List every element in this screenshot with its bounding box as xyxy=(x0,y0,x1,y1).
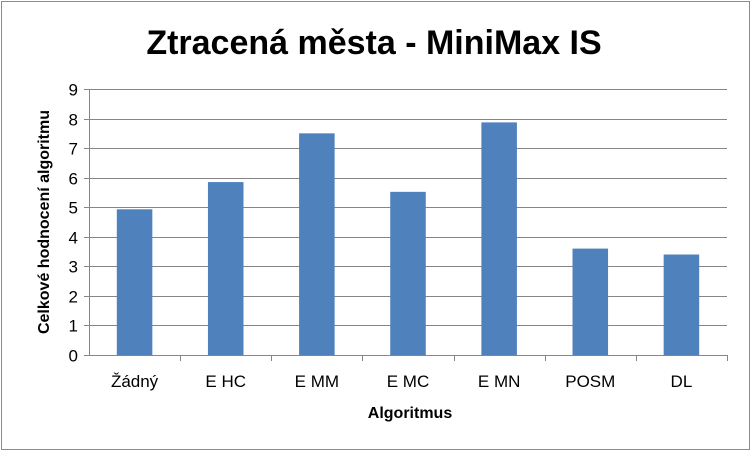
x-tick-label: E HC xyxy=(205,372,246,391)
x-tick-label: POSM xyxy=(565,372,615,391)
bar xyxy=(116,209,153,355)
gridlines xyxy=(89,89,727,326)
y-axis-ticks: 0 1 2 3 4 5 6 7 8 9 xyxy=(69,81,78,366)
x-tick-label: E MN xyxy=(478,372,521,391)
x-tick-label: E MC xyxy=(387,372,430,391)
bars xyxy=(116,122,700,355)
bar xyxy=(207,182,244,355)
y-tick-label: 0 xyxy=(69,347,78,366)
bar xyxy=(663,254,700,355)
y-tick-label: 4 xyxy=(69,229,78,248)
bar xyxy=(481,122,517,355)
y-tick-label: 5 xyxy=(69,199,78,218)
y-tick-label: 8 xyxy=(69,111,78,130)
y-tick-label: 3 xyxy=(69,258,78,277)
bar xyxy=(572,248,609,355)
x-tick-label: Žádný xyxy=(111,372,159,391)
x-axis-ticks: Žádný E HC E MM E MC E MN POSM DL xyxy=(111,372,692,391)
x-tick-label: DL xyxy=(671,372,693,391)
x-tick-label: E MM xyxy=(295,372,339,391)
y-tick-label: 2 xyxy=(69,288,78,307)
bar xyxy=(299,133,335,355)
y-tick-label: 6 xyxy=(69,170,78,189)
x-axis-label: Algoritmus xyxy=(368,405,453,422)
bar xyxy=(390,191,426,355)
chart-title: Ztracená města - MiniMax IS xyxy=(146,24,601,62)
y-tick-label: 1 xyxy=(69,317,78,336)
y-tick-label: 9 xyxy=(69,81,78,100)
y-axis-label: Celkové hodnocení algoritmu xyxy=(36,110,53,334)
axes xyxy=(84,89,728,361)
y-tick-label: 7 xyxy=(69,140,78,159)
